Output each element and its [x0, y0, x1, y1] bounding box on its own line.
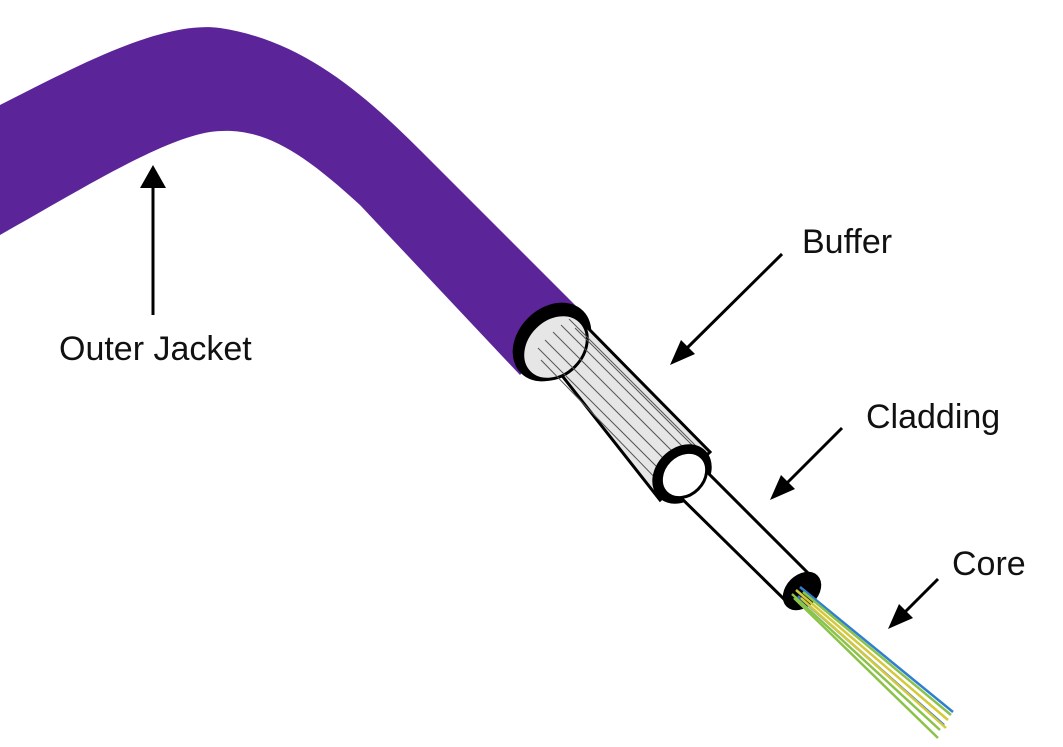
- core-arrow-head: [888, 604, 913, 629]
- buffer-arrow: [678, 252, 784, 357]
- outer-jacket-label: Outer Jacket: [59, 330, 252, 368]
- cladding-section: [659, 450, 818, 608]
- buffer-arrow-head: [670, 340, 695, 365]
- cladding-arrow: [778, 426, 844, 492]
- core-label: Core: [952, 545, 1026, 583]
- cladding-arrow-head: [770, 475, 795, 500]
- buffer-label: Buffer: [802, 223, 892, 261]
- outer-jacket-arrow-head: [140, 165, 166, 188]
- core-fibers: [791, 586, 954, 739]
- cladding-label: Cladding: [866, 398, 1000, 436]
- outer-jacket: [0, 27, 580, 375]
